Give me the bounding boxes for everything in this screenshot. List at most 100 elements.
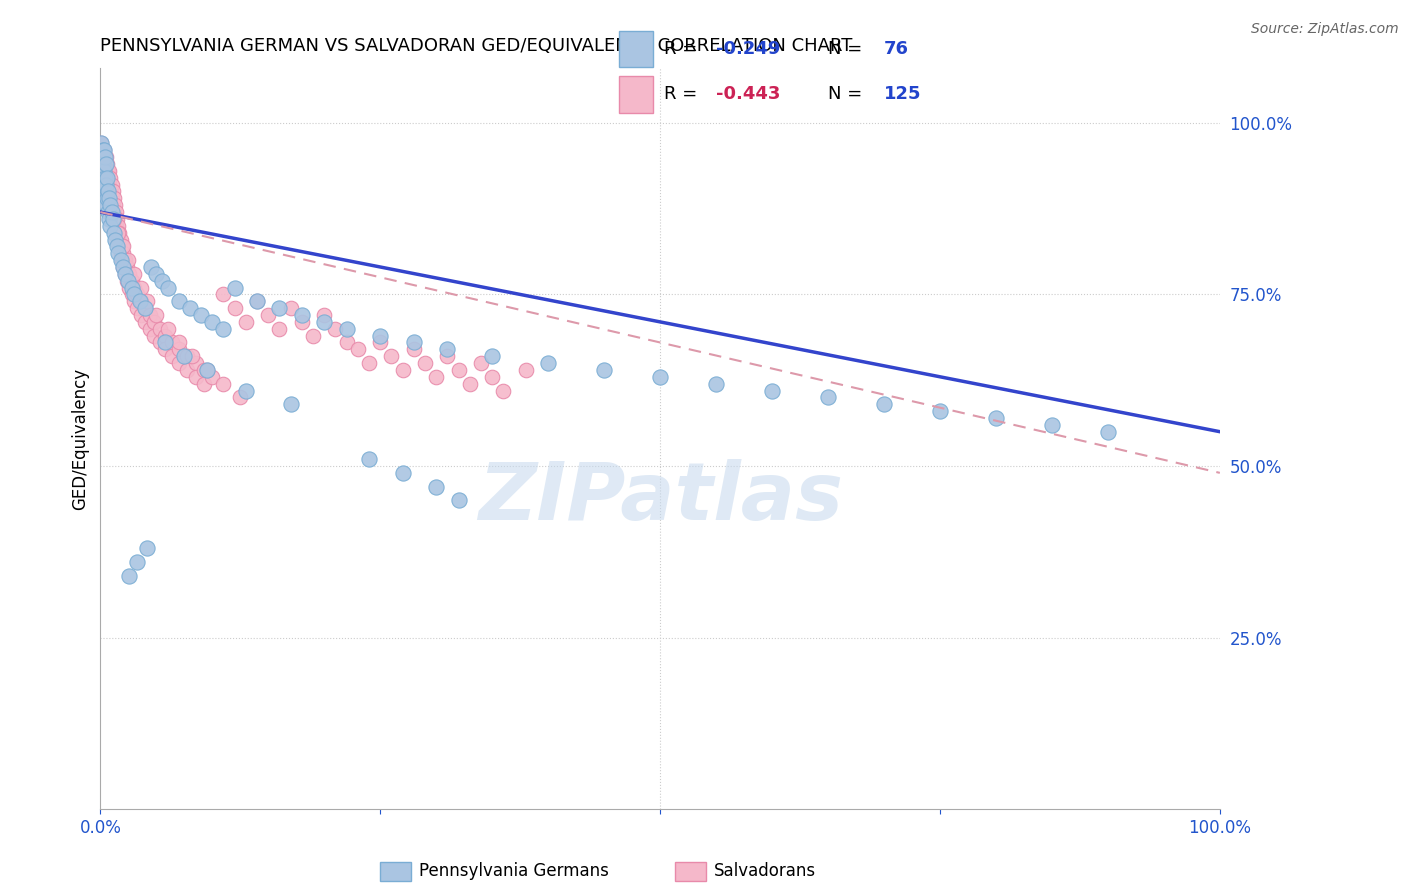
- Point: [122, 287, 145, 301]
- Point: [129, 294, 152, 309]
- Point: [127, 287, 149, 301]
- Point: [136, 541, 159, 556]
- Point: [235, 315, 257, 329]
- Point: [98, 211, 121, 226]
- Point: [156, 280, 179, 294]
- Point: [105, 239, 128, 253]
- Point: [229, 390, 252, 404]
- Point: [91, 144, 114, 158]
- Point: [94, 157, 117, 171]
- Point: [90, 136, 112, 151]
- Point: [139, 260, 162, 274]
- Text: Salvadorans: Salvadorans: [714, 863, 817, 880]
- Point: [212, 287, 235, 301]
- Point: [195, 363, 218, 377]
- Point: [179, 301, 201, 315]
- Point: [325, 322, 347, 336]
- Point: [96, 191, 118, 205]
- Point: [111, 260, 134, 274]
- Point: [100, 170, 122, 185]
- Point: [357, 356, 380, 370]
- Point: [167, 294, 190, 309]
- Point: [593, 363, 616, 377]
- Point: [150, 274, 173, 288]
- Point: [336, 322, 359, 336]
- Point: [761, 384, 783, 398]
- Point: [160, 349, 183, 363]
- Point: [94, 164, 117, 178]
- Point: [145, 267, 167, 281]
- Point: [97, 164, 120, 178]
- Point: [105, 205, 128, 219]
- Text: PENNSYLVANIA GERMAN VS SALVADORAN GED/EQUIVALENCY CORRELATION CHART: PENNSYLVANIA GERMAN VS SALVADORAN GED/EQ…: [100, 37, 852, 55]
- Point: [107, 219, 129, 233]
- Point: [537, 356, 560, 370]
- Point: [97, 178, 120, 192]
- Point: [105, 211, 128, 226]
- Point: [212, 376, 235, 391]
- Point: [90, 150, 112, 164]
- Point: [492, 384, 515, 398]
- Point: [302, 328, 325, 343]
- Point: [107, 233, 129, 247]
- Point: [280, 397, 302, 411]
- Point: [114, 267, 136, 281]
- Point: [291, 315, 314, 329]
- Point: [246, 294, 269, 309]
- Point: [107, 246, 129, 260]
- Point: [97, 205, 120, 219]
- Point: [91, 157, 114, 171]
- Text: 125: 125: [883, 86, 921, 103]
- Point: [481, 369, 503, 384]
- Point: [108, 226, 131, 240]
- Point: [94, 150, 117, 164]
- Point: [368, 335, 391, 350]
- Point: [114, 253, 136, 268]
- Point: [246, 294, 269, 309]
- Point: [93, 144, 115, 158]
- Text: R =: R =: [664, 40, 697, 58]
- Point: [129, 280, 152, 294]
- Point: [470, 356, 492, 370]
- Point: [104, 198, 127, 212]
- Point: [176, 349, 198, 363]
- Point: [134, 301, 156, 315]
- Point: [96, 185, 118, 199]
- Point: [269, 322, 291, 336]
- Point: [193, 376, 215, 391]
- Point: [117, 253, 139, 268]
- Text: R =: R =: [664, 86, 697, 103]
- Point: [155, 328, 177, 343]
- Point: [149, 322, 172, 336]
- Point: [98, 191, 121, 205]
- Text: ZIPatlas: ZIPatlas: [478, 458, 842, 537]
- Point: [127, 301, 149, 315]
- Point: [436, 349, 458, 363]
- Point: [291, 308, 314, 322]
- Point: [136, 294, 159, 309]
- Point: [160, 335, 183, 350]
- Point: [138, 322, 160, 336]
- Point: [111, 260, 134, 274]
- Point: [201, 369, 224, 384]
- Point: [94, 178, 117, 192]
- Point: [98, 164, 121, 178]
- Point: [156, 322, 179, 336]
- Point: [100, 191, 122, 205]
- Point: [413, 356, 436, 370]
- Point: [96, 170, 118, 185]
- Point: [100, 185, 122, 199]
- Point: [173, 349, 195, 363]
- Point: [115, 260, 138, 274]
- Point: [105, 219, 128, 233]
- Point: [97, 185, 120, 199]
- Point: [93, 164, 115, 178]
- Text: 76: 76: [883, 40, 908, 58]
- Point: [193, 363, 215, 377]
- Point: [110, 253, 132, 268]
- Point: [93, 144, 115, 158]
- Point: [269, 301, 291, 315]
- Point: [138, 308, 160, 322]
- Point: [195, 363, 218, 377]
- Point: [110, 233, 132, 247]
